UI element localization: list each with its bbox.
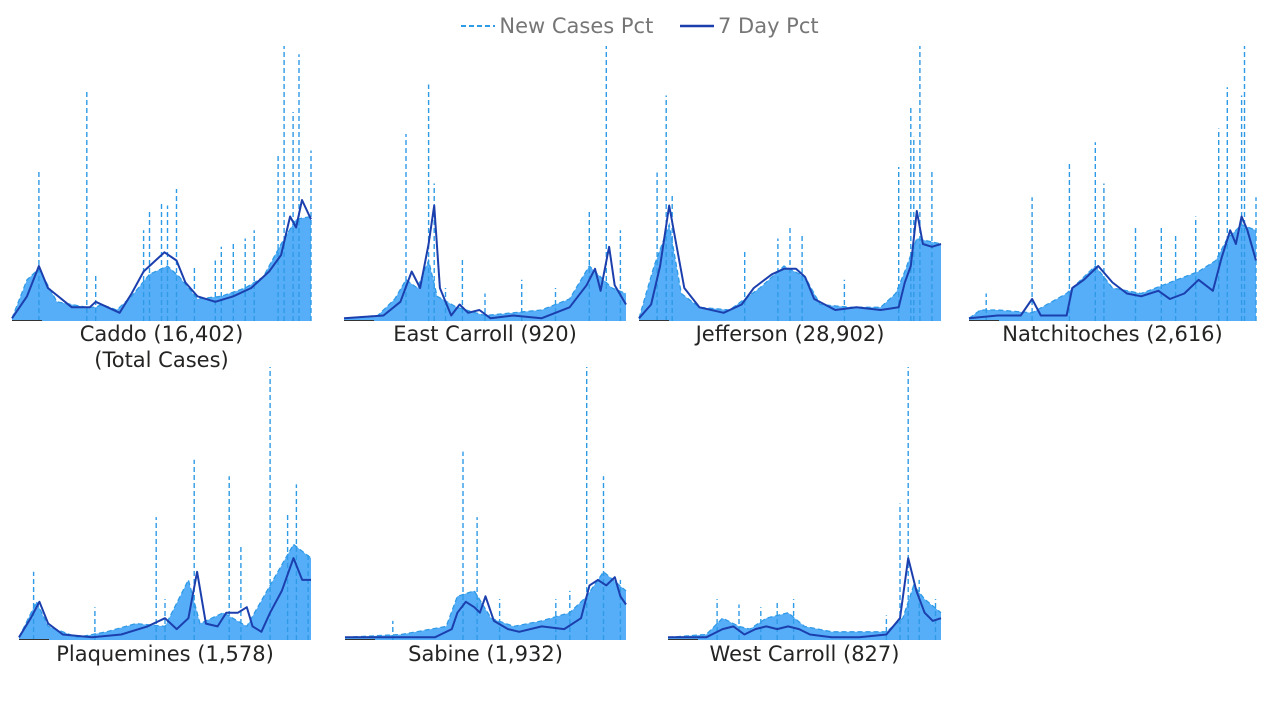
- panel-title-text: Natchitoches (2,616): [1002, 322, 1223, 346]
- legend-label: New Cases Pct: [499, 13, 654, 38]
- dashed-line-icon: [461, 24, 496, 27]
- new-cases-line: [968, 224, 1257, 319]
- seven-day-line: [11, 199, 312, 319]
- panel-plot: [343, 46, 627, 321]
- daily-area: [969, 224, 1256, 321]
- panel-title-text: Caddo (16,402): [79, 322, 244, 346]
- new-cases-line: [344, 570, 627, 638]
- panel-title-text: Plaquemines (1,578): [56, 642, 274, 666]
- panel-title-text: East Carroll (920): [393, 322, 577, 346]
- legend-item-7-day-pct[interactable]: 7 Day Pct: [680, 13, 819, 38]
- panel-title: West Carroll (827): [658, 641, 951, 667]
- legend-item-new-cases-pct[interactable]: New Cases Pct: [461, 13, 653, 38]
- panel-title: Plaquemines (1,578): [9, 641, 321, 667]
- new-cases-line: [667, 584, 942, 638]
- panel-plot: [11, 46, 312, 321]
- panel-title: Sabine (1,932): [335, 641, 636, 667]
- panel-plot: [18, 367, 312, 640]
- seven-day-line: [668, 557, 942, 639]
- daily-area: [344, 260, 626, 321]
- panel-title-text: Jefferson (28,902): [695, 322, 885, 346]
- seven-day-line: [638, 204, 942, 319]
- seven-day-line: [968, 215, 1257, 320]
- chart-legend: New Cases Pct 7 Day Pct: [0, 12, 1280, 38]
- panel-title: Jefferson (28,902): [629, 321, 951, 347]
- legend-label: 7 Day Pct: [718, 13, 819, 38]
- panel-title-text: Sabine (1,932): [408, 642, 563, 666]
- solid-line-icon: [680, 24, 714, 27]
- panel-plot: [344, 367, 627, 640]
- seven-day-line: [345, 576, 627, 639]
- panel-title: East Carroll (920): [334, 321, 636, 347]
- panel-plot: [667, 367, 942, 640]
- daily-area: [19, 544, 311, 640]
- panel-plot: [968, 46, 1257, 321]
- seven-day-line: [18, 557, 311, 639]
- panel-title: Caddo (16,402) (Total Cases): [2, 321, 321, 373]
- panel-title-text: West Carroll (827): [709, 642, 900, 666]
- panel-title: Natchitoches (2,616): [959, 321, 1266, 347]
- panel-plot: [638, 46, 942, 321]
- panel-subtitle-text: (Total Cases): [94, 348, 229, 372]
- seven-day-line: [343, 204, 627, 320]
- daily-area: [668, 585, 941, 640]
